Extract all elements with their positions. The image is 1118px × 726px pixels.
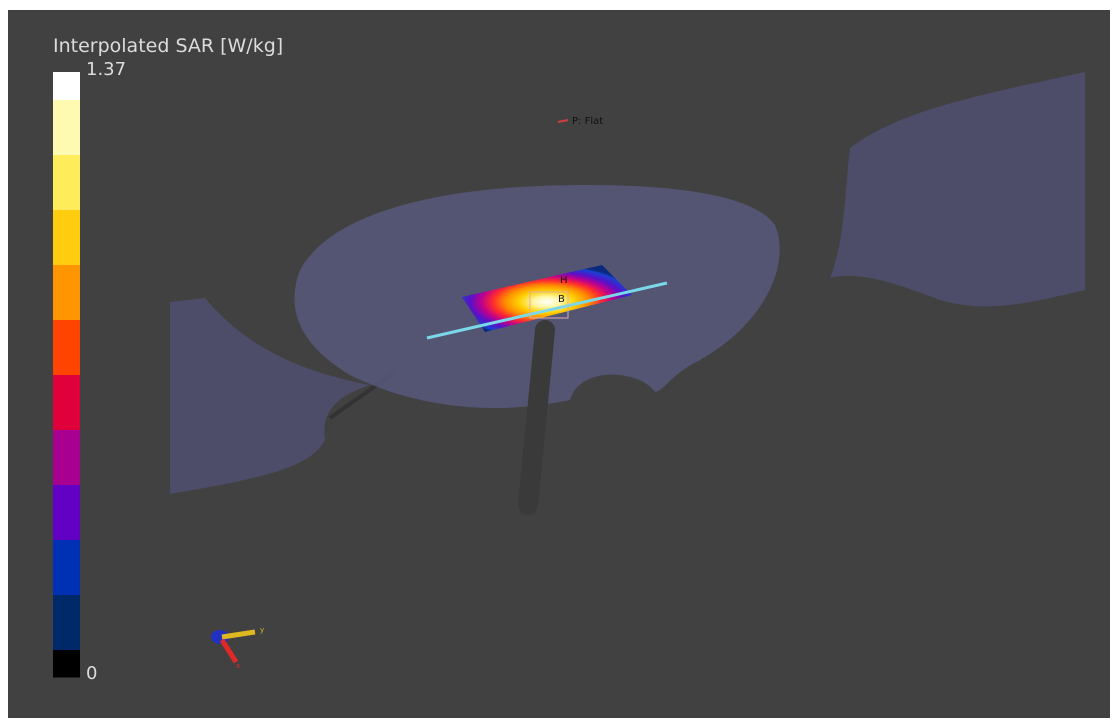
probe-box — [529, 291, 569, 319]
colorbar-segment — [53, 649, 80, 678]
phantom-right — [830, 72, 1085, 307]
probe-label: P: Flat — [572, 116, 603, 127]
source-line — [426, 281, 668, 340]
colorbar-title: Interpolated SAR [W/kg] — [53, 35, 283, 57]
colorbar: Interpolated SAR [W/kg] 1.37 0 — [53, 35, 283, 684]
marker-b: B — [558, 294, 565, 305]
probe-rod — [518, 320, 555, 515]
colorbar-segment — [53, 594, 80, 650]
probe-icon — [557, 119, 569, 123]
phantom-left — [170, 298, 370, 494]
axis-y-arrow — [221, 629, 256, 640]
colorbar-segment — [53, 72, 80, 100]
colorbar-segment — [53, 374, 80, 430]
colorbar-segment — [53, 539, 80, 595]
colorbar-segment — [53, 484, 80, 540]
colorbar-segment — [53, 99, 80, 155]
marker-h: H — [560, 275, 568, 286]
axis-x-label: x — [236, 662, 240, 670]
colorbar-segment — [53, 209, 80, 265]
axis-y-label: y — [260, 626, 264, 634]
colorbar-segment — [53, 154, 80, 210]
axis-x-arrow — [219, 638, 239, 664]
sar-map — [462, 265, 632, 332]
axis-triad: y x — [211, 626, 264, 670]
colorbar-min: 0 — [86, 663, 97, 684]
colorbar-max: 1.37 — [86, 59, 126, 80]
colorbar-segment — [53, 319, 80, 375]
colorbar-segment — [53, 429, 80, 485]
colorbar-segment — [53, 264, 80, 320]
